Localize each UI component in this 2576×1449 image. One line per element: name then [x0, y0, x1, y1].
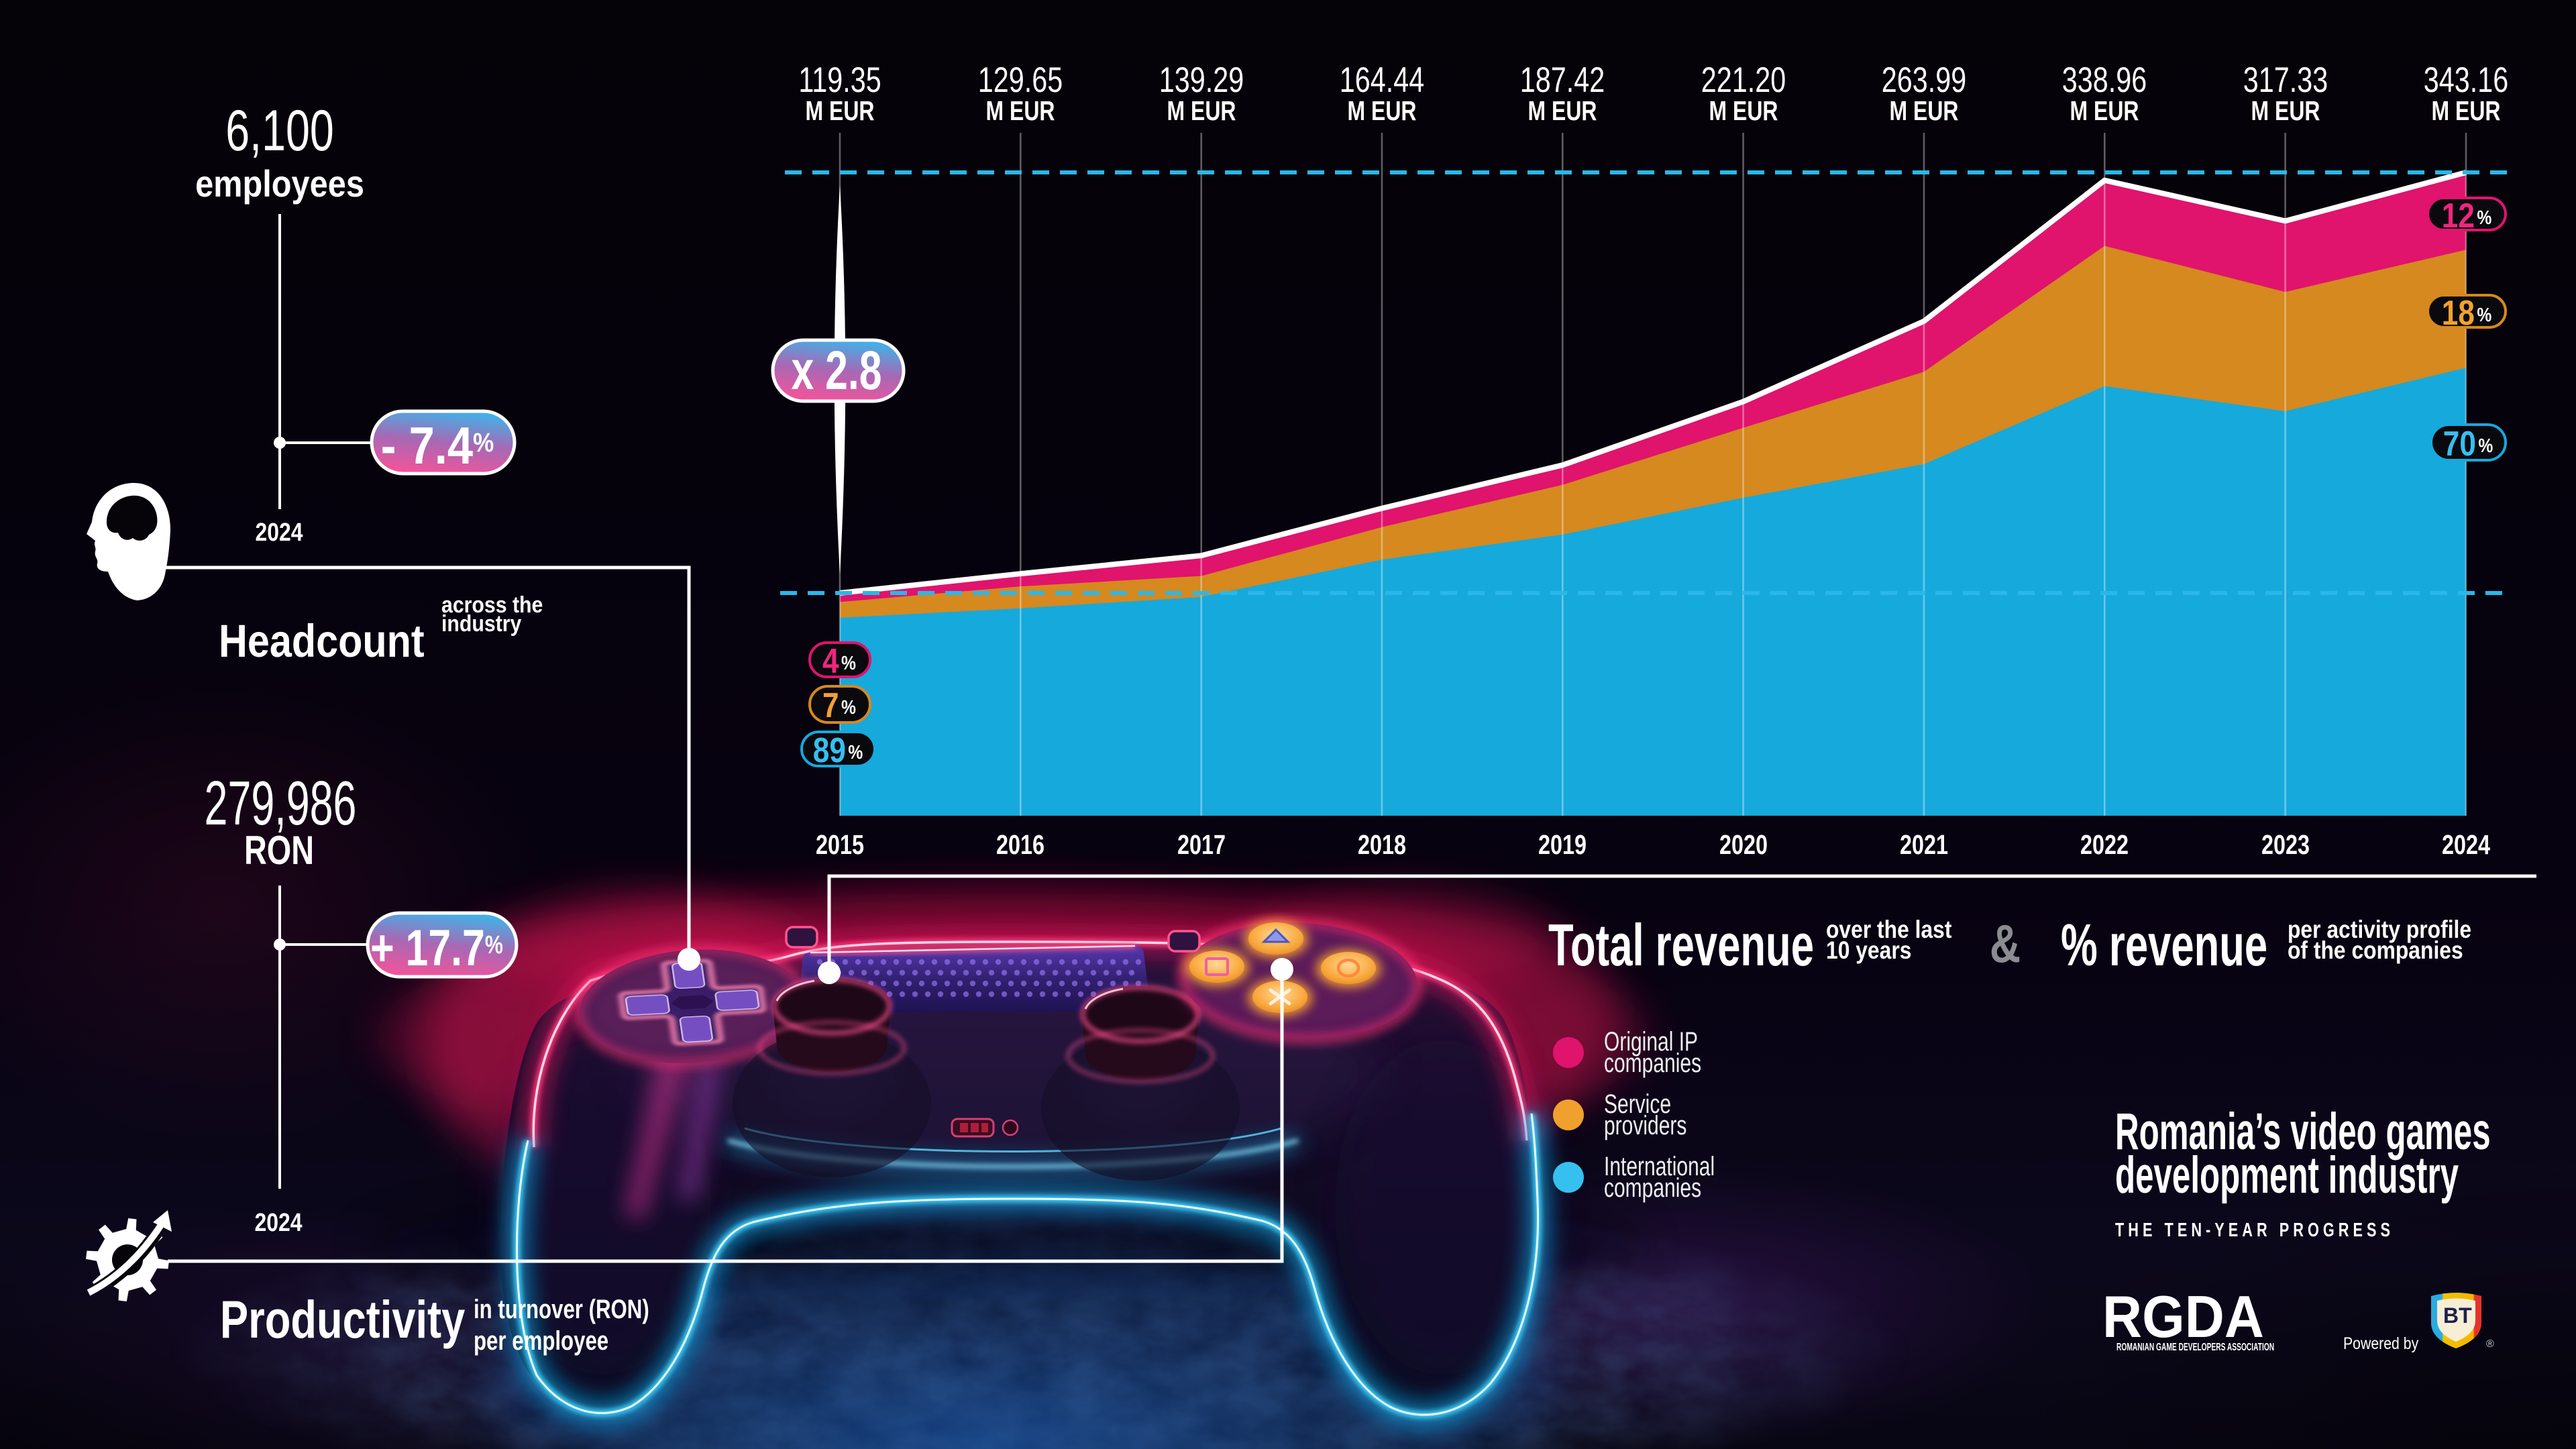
svg-text:RGDA: RGDA [2102, 1284, 2264, 1350]
svg-text:ROMANIAN GAME DEVELOPERS ASSOC: ROMANIAN GAME DEVELOPERS ASSOCIATION [2116, 1341, 2274, 1353]
svg-text:®: ® [2486, 1338, 2494, 1350]
svg-text:BT: BT [2443, 1303, 2472, 1328]
